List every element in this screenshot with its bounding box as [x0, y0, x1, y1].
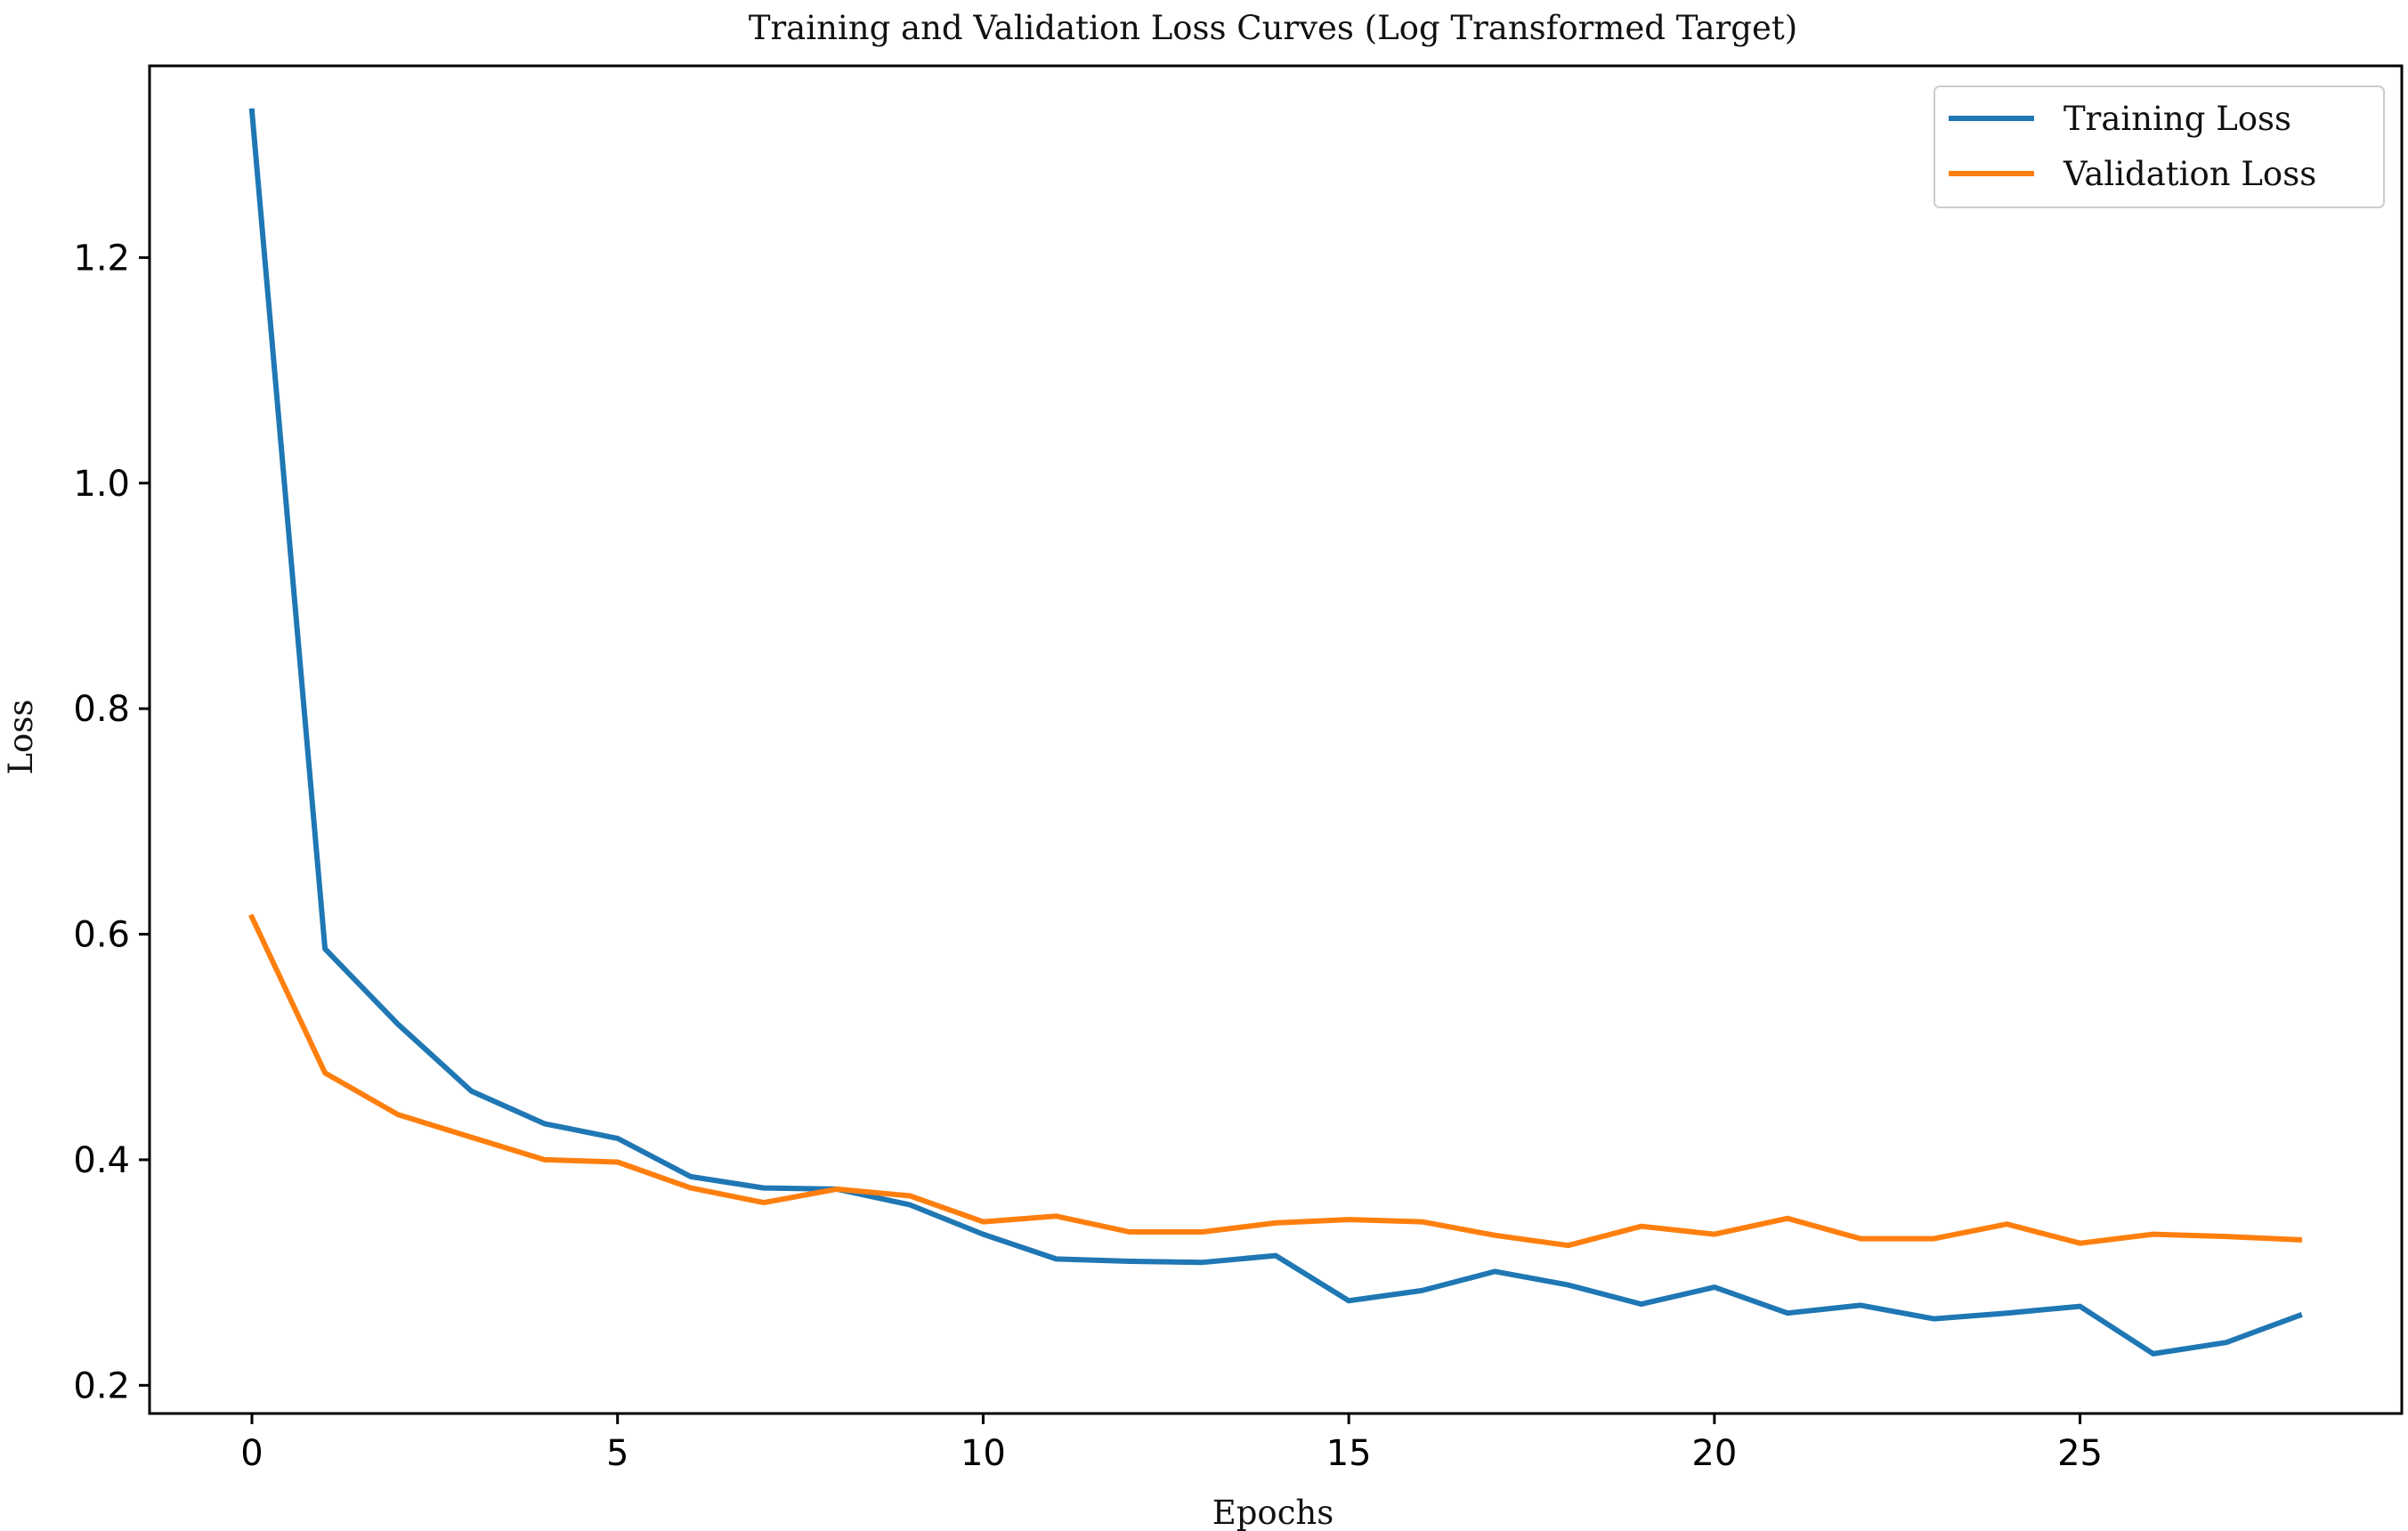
data-point-validation-loss [1346, 1217, 1351, 1222]
data-point-validation-loss [2151, 1232, 2156, 1237]
series-line-training-loss [248, 108, 2303, 1357]
x-tick-label: 15 [1326, 1433, 1372, 1474]
data-point-validation-loss [468, 1135, 474, 1140]
data-point-training-loss [1931, 1316, 1936, 1322]
y-tick-label: 1.0 [73, 464, 130, 505]
y-tick-label: 0.6 [73, 915, 130, 956]
data-point-training-loss [2151, 1351, 2156, 1357]
y-tick-label: 0.8 [73, 689, 130, 730]
legend: Training Loss Validation Loss [1934, 85, 2385, 208]
data-point-validation-loss [322, 1070, 328, 1075]
data-point-training-loss [1200, 1260, 1205, 1265]
data-point-training-loss [2224, 1340, 2229, 1345]
legend-label-validation-loss: Validation Loss [2063, 155, 2316, 193]
legend-box [1934, 85, 2385, 208]
x-tick-label: 5 [606, 1433, 628, 1474]
data-point-validation-loss [1419, 1219, 1424, 1225]
data-point-training-loss [1273, 1253, 1278, 1259]
data-point-training-loss [1054, 1256, 1059, 1261]
data-point-validation-loss [2078, 1241, 2083, 1246]
data-point-validation-loss [2224, 1234, 2229, 1239]
legend-label-training-loss: Training Loss [2063, 100, 2291, 138]
data-point-training-loss [1639, 1301, 1644, 1307]
x-tick-label: 0 [240, 1433, 263, 1474]
chart-title: Training and Validation Loss Curves (Log… [749, 9, 1797, 47]
data-point-training-loss [2078, 1304, 2083, 1309]
data-point-training-loss [1127, 1259, 1132, 1264]
data-point-validation-loss [395, 1112, 401, 1117]
data-point-validation-loss [1492, 1233, 1497, 1238]
data-point-validation-loss [1273, 1220, 1278, 1226]
y-axis-label: Loss [2, 700, 40, 775]
x-tick-label: 20 [1691, 1433, 1737, 1474]
data-point-training-loss [395, 1022, 401, 1027]
data-point-training-loss [1566, 1283, 1571, 1288]
data-point-training-loss [542, 1121, 547, 1126]
data-point-training-loss [1346, 1298, 1351, 1303]
data-point-training-loss [1492, 1268, 1497, 1274]
data-point-training-loss [980, 1232, 985, 1237]
data-point-validation-loss [542, 1157, 547, 1162]
data-point-validation-loss [907, 1194, 912, 1199]
axes-layer: 0 5 10 15 20 25 0.2 0.4 0.6 0.8 1.0 1.2 [73, 64, 2404, 1474]
data-point-validation-loss [980, 1219, 985, 1225]
y-tick-label: 1.2 [73, 238, 130, 279]
data-point-training-loss [688, 1174, 693, 1179]
data-point-validation-loss [249, 915, 255, 920]
data-point-validation-loss [1566, 1243, 1571, 1248]
data-point-training-loss [761, 1186, 766, 1191]
data-point-validation-loss [2004, 1221, 2009, 1227]
data-point-training-loss [468, 1089, 474, 1094]
data-point-validation-loss [688, 1186, 693, 1191]
data-point-training-loss [2297, 1313, 2302, 1318]
data-point-validation-loss [1785, 1216, 1790, 1221]
x-tick-label: 10 [961, 1433, 1006, 1474]
data-point-validation-loss [1054, 1213, 1059, 1219]
data-point-training-loss [1858, 1302, 1863, 1308]
data-point-training-loss [2004, 1310, 2009, 1316]
data-point-training-loss [1419, 1288, 1424, 1293]
data-point-validation-loss [1712, 1232, 1717, 1237]
y-tick-label: 0.4 [73, 1140, 130, 1181]
plot-data-layer [248, 108, 2303, 1357]
data-point-validation-loss [834, 1187, 839, 1192]
plot-frame [148, 64, 2404, 1415]
data-point-validation-loss [1931, 1236, 1936, 1242]
data-point-validation-loss [1200, 1229, 1205, 1235]
data-point-validation-loss [615, 1160, 620, 1165]
data-point-validation-loss [761, 1200, 766, 1205]
x-tick-label: 25 [2057, 1433, 2103, 1474]
series-line-validation-loss [248, 913, 2303, 1249]
data-point-training-loss [615, 1136, 620, 1141]
data-point-validation-loss [1127, 1229, 1132, 1235]
data-point-training-loss [249, 109, 255, 114]
data-point-training-loss [322, 946, 328, 952]
data-point-validation-loss [1858, 1236, 1863, 1242]
y-tick-label: 0.2 [73, 1365, 130, 1406]
data-point-training-loss [907, 1203, 912, 1208]
data-point-training-loss [1785, 1310, 1790, 1316]
x-axis-label: Epochs [1212, 1494, 1334, 1531]
data-point-training-loss [1712, 1284, 1717, 1290]
data-point-validation-loss [2297, 1237, 2302, 1243]
data-point-validation-loss [1639, 1224, 1644, 1229]
